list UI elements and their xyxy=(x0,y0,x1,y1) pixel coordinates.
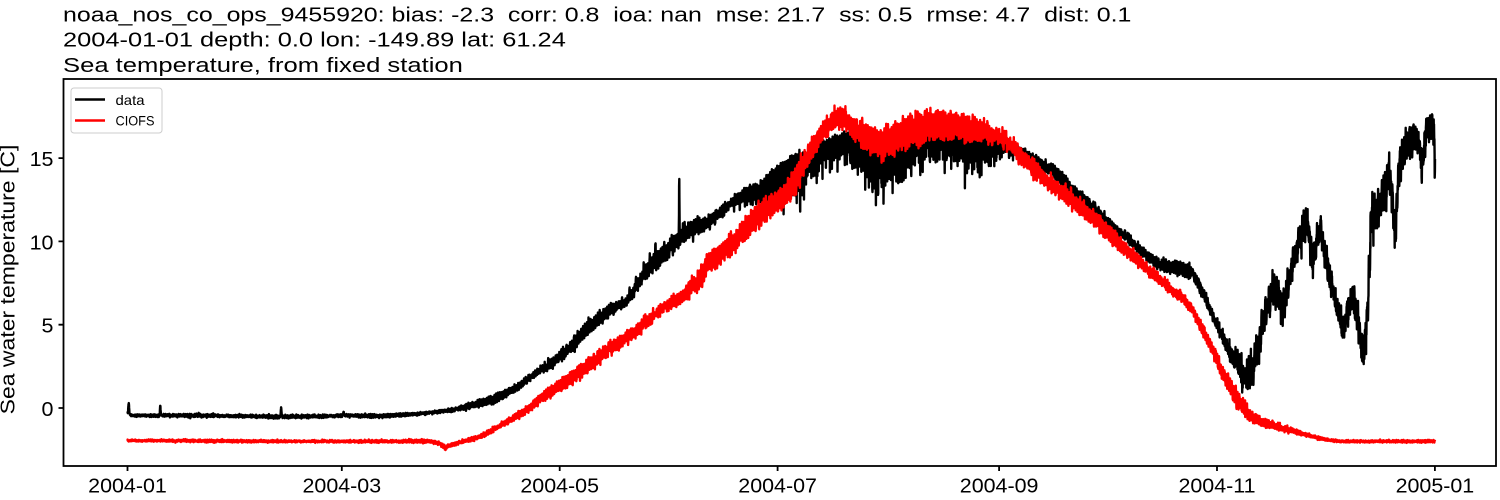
svg-text:Sea temperature, from fixed st: Sea temperature, from fixed station xyxy=(63,54,463,77)
svg-text:15: 15 xyxy=(30,149,54,171)
svg-text:0: 0 xyxy=(42,399,54,421)
svg-text:2004-03: 2004-03 xyxy=(302,475,381,497)
svg-text:2004-07: 2004-07 xyxy=(738,475,817,497)
svg-text:2004-01-01 depth: 0.0 lon: -14: 2004-01-01 depth: 0.0 lon: -149.89 lat: … xyxy=(63,28,566,51)
svg-text:2004-11: 2004-11 xyxy=(1178,475,1255,497)
svg-text:2004-01: 2004-01 xyxy=(88,475,167,497)
svg-text:noaa_nos_co_ops_9455920: bias:: noaa_nos_co_ops_9455920: bias: -2.3 corr… xyxy=(63,4,1131,26)
svg-text:2004-09: 2004-09 xyxy=(960,475,1039,497)
svg-text:CIOFS: CIOFS xyxy=(116,113,155,129)
svg-text:10: 10 xyxy=(30,232,54,254)
svg-text:data: data xyxy=(116,94,145,109)
svg-text:Sea water temperature [C]: Sea water temperature [C] xyxy=(0,145,19,415)
svg-text:2004-05: 2004-05 xyxy=(520,475,599,497)
svg-text:5: 5 xyxy=(42,315,54,337)
svg-text:2005-01: 2005-01 xyxy=(1396,475,1475,497)
